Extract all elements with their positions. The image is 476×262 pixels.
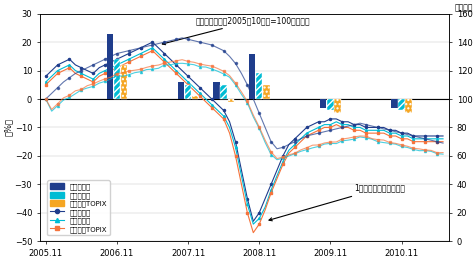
Bar — [213, 82, 219, 99]
Bar — [185, 85, 191, 99]
Bar — [248, 53, 255, 99]
Bar — [263, 85, 269, 99]
Bar — [106, 34, 113, 99]
Bar — [227, 99, 233, 102]
Bar — [220, 85, 227, 99]
Bar — [334, 99, 340, 113]
Text: （年月）: （年月） — [454, 3, 472, 13]
Bar — [327, 99, 333, 110]
Legend: スコア上位, スコア下位, 配当込みTOPIX, スコア上位, スコア下位, 配当込みTOPIX: スコア上位, スコア下位, 配当込みTOPIX, スコア上位, スコア下位, 配… — [47, 180, 109, 236]
Bar — [256, 73, 262, 99]
Bar — [319, 99, 326, 107]
Bar — [120, 65, 127, 99]
Text: 1年間リターン（左軸）: 1年間リターン（左軸） — [268, 184, 404, 221]
Bar — [397, 99, 404, 110]
Text: リターン指数（2005年10月末=100、右軸）: リターン指数（2005年10月末=100、右軸） — [162, 16, 310, 45]
Bar — [178, 82, 184, 99]
Bar — [191, 96, 198, 99]
Bar — [390, 99, 397, 107]
Y-axis label: （%）: （%） — [4, 118, 13, 137]
Bar — [113, 59, 120, 99]
Bar — [405, 99, 411, 113]
